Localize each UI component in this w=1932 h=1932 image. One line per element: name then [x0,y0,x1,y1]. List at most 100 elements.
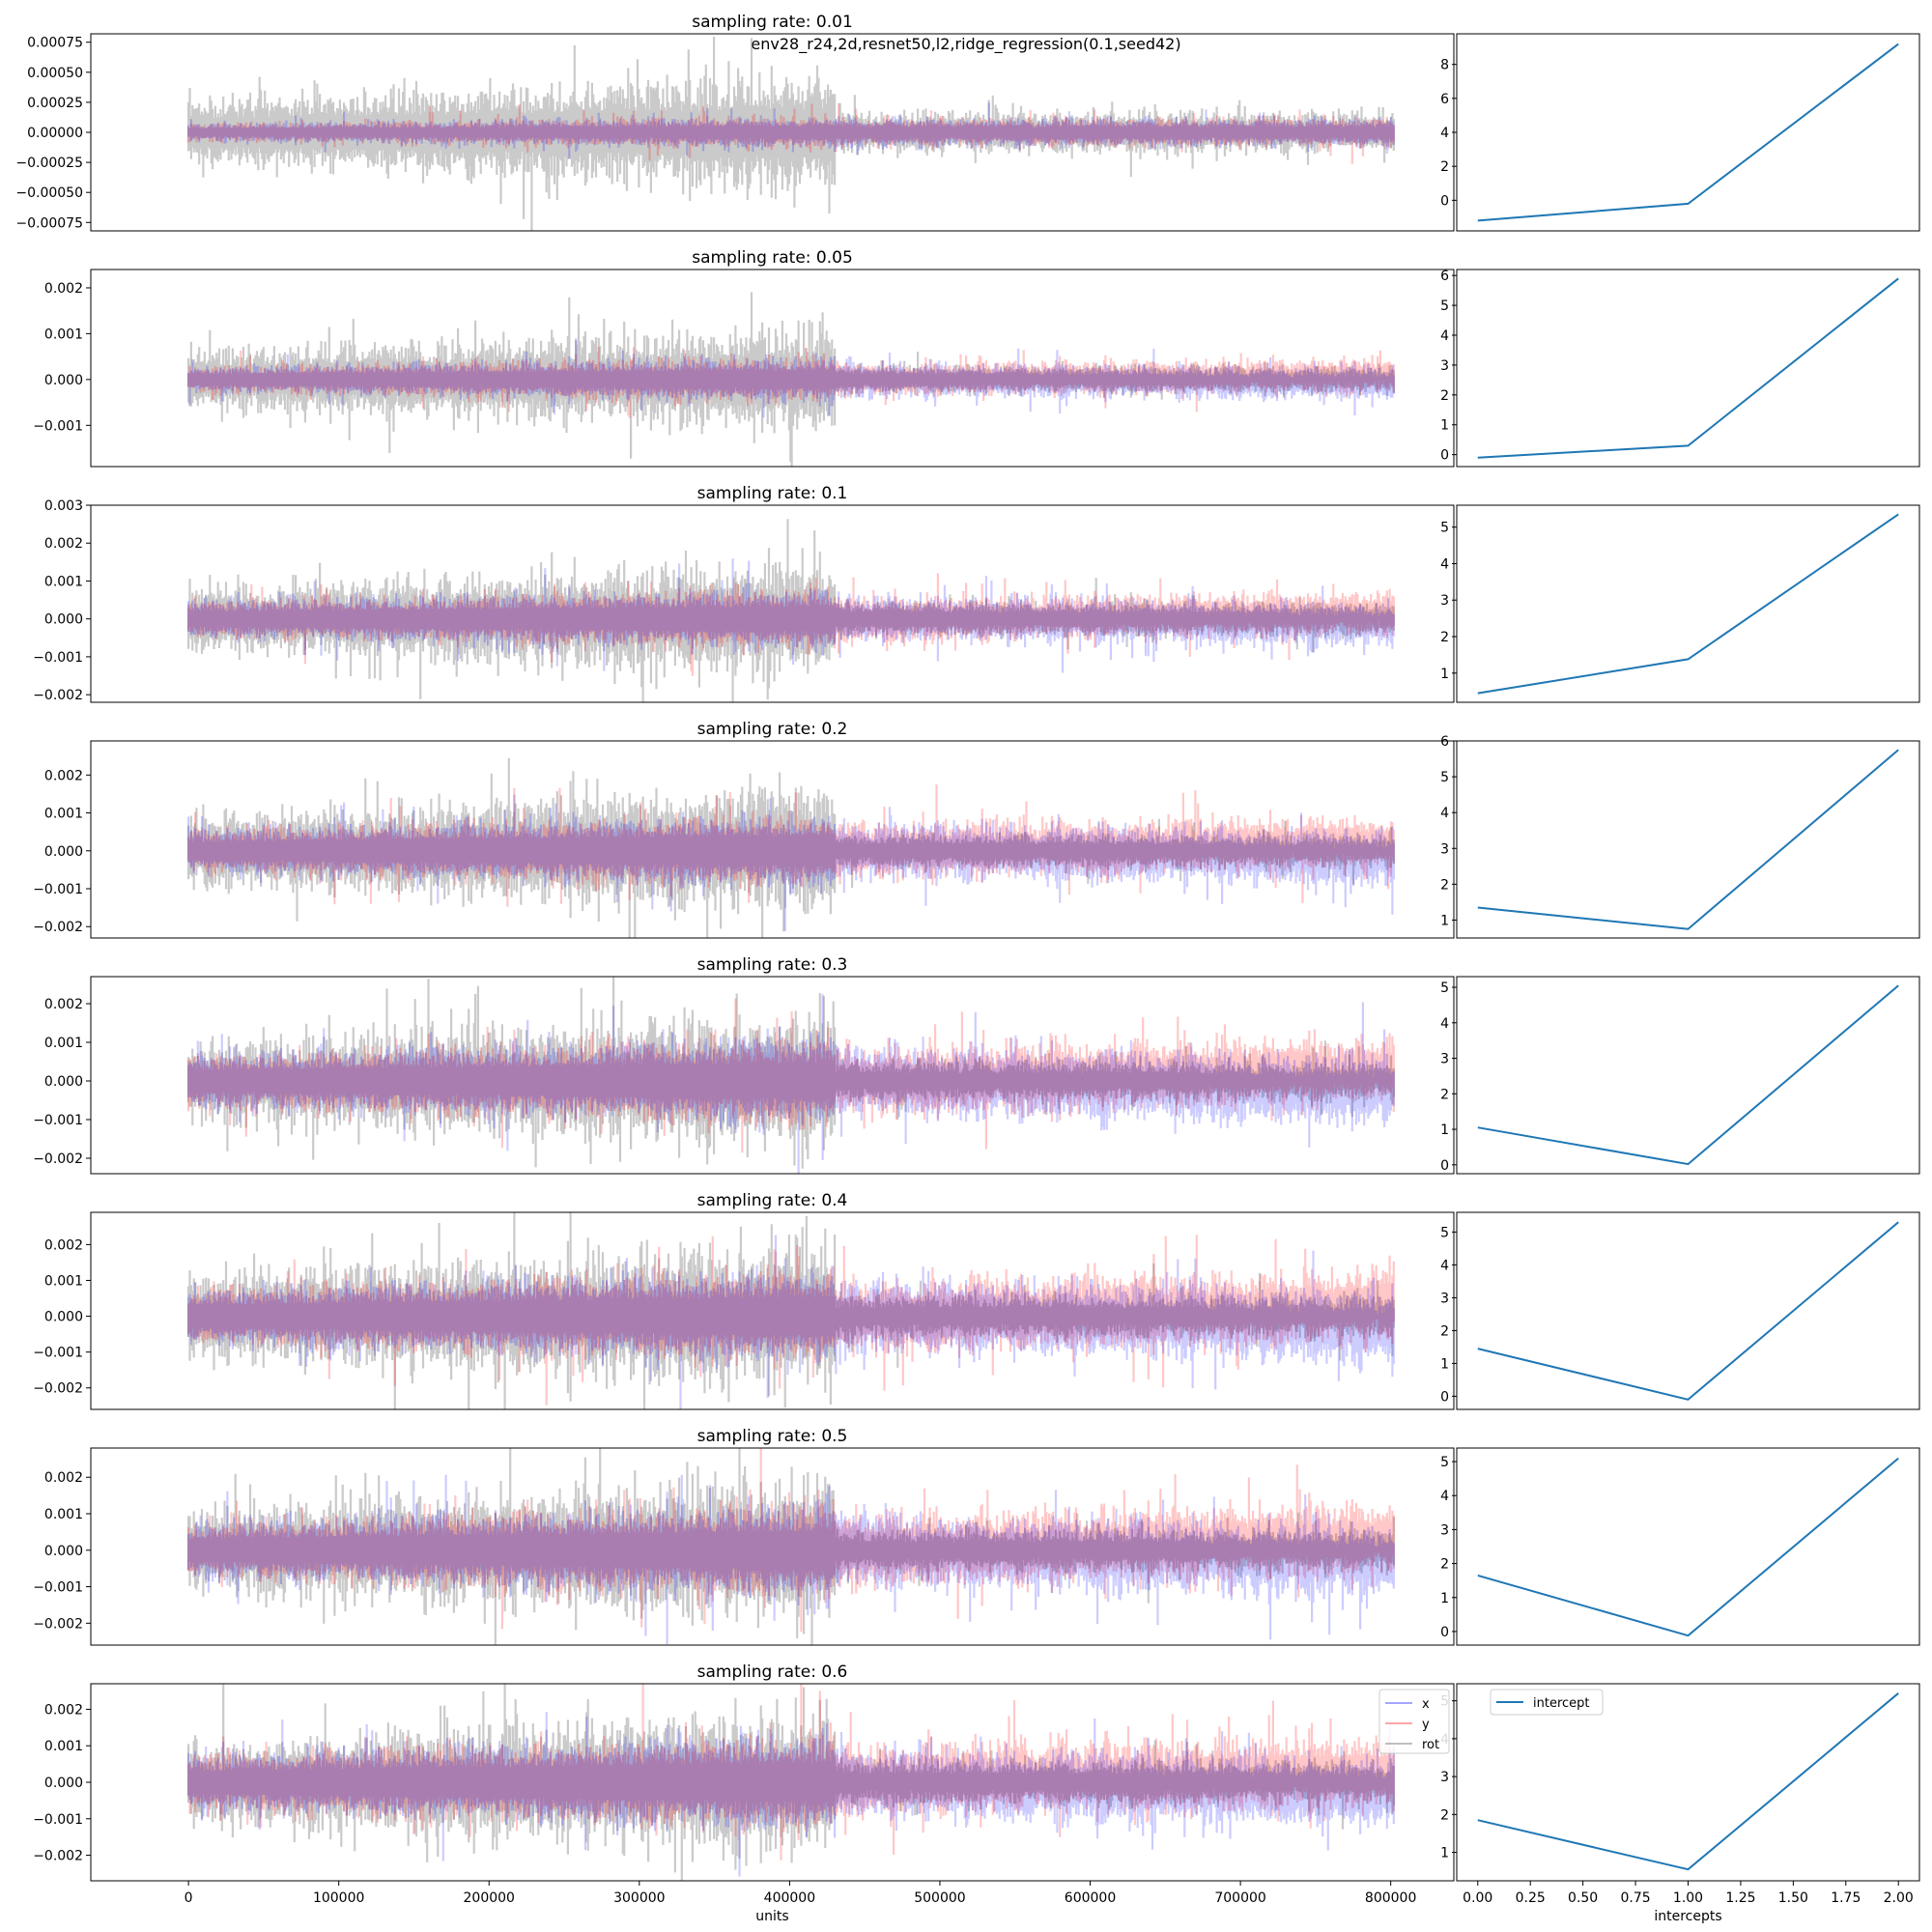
intercept-line [1477,1221,1899,1401]
y-tick-label: −0.001 [33,1580,83,1596]
side-x-tick-label: 0.50 [1568,1890,1598,1906]
legend-label-intercept: intercept [1533,1696,1590,1711]
y-tick-label: −0.001 [33,1113,83,1128]
side-y-tick-label: 5 [1440,1455,1449,1470]
main-axes-frame [90,976,1455,1175]
side-axes-frame [1456,504,1920,703]
y-tick-label: −0.001 [33,650,83,666]
y-tick-label: 0.002 [44,536,83,552]
series-x [187,1235,1395,1409]
series-group [187,519,1395,702]
side-y-tick-label: 1 [1440,1846,1449,1861]
series-y [187,347,1395,418]
y-tick-label: 0.000 [44,1544,83,1559]
y-tick-label: 0.000 [44,1776,83,1791]
panel-title: sampling rate: 0.2 [697,720,848,739]
side-y-tick-label: 3 [1440,593,1449,609]
side-y-tick-label: 1 [1440,1356,1449,1372]
x-tick-label: 600000 [1065,1890,1116,1906]
y-tick-label: 0.001 [44,1507,83,1522]
series-group [187,1684,1395,1881]
y-tick-label: 0.000 [44,1074,83,1090]
side-y-tick-label: 1 [1440,418,1449,434]
intercept-line [1477,43,1899,222]
panel-0: −0.00075 −0.00050 −0.00025 0.00000 0.00025 0.… [15,13,1920,232]
series-x [187,558,1395,673]
y-tick-label: 0.000 [44,373,83,388]
series-rot [187,36,1395,231]
y-tick-label: −0.001 [33,1346,83,1361]
side-x-tick-label: 0.75 [1620,1890,1650,1906]
x-tick-label: 700000 [1214,1890,1265,1906]
main-axes-frame [90,740,1455,939]
side-y-tick-label: 4 [1440,328,1449,344]
side-y-tick-label: 2 [1440,1087,1449,1102]
panel-title: sampling rate: 0.3 [697,955,848,975]
panel-4: −0.002 −0.001 0.000 0.001 0.002 sampling rate… [33,955,1920,1175]
side-y-tick-label: 5 [1440,770,1449,785]
series-rot [187,1212,1395,1409]
side-y-tick-label: 1 [1440,667,1449,682]
y-tick-label: −0.00025 [15,156,83,171]
side-y-tick-label: 2 [1440,159,1449,175]
side-y-tick-label: 3 [1440,358,1449,374]
series-x [187,994,1395,1174]
side-axes-frame [1456,1211,1920,1410]
panel-6: −0.002 −0.001 0.000 0.001 0.002 sampling rate… [33,1427,1920,1646]
y-tick-label: 0.002 [44,997,83,1012]
y-tick-label: −0.002 [33,1381,83,1397]
side-x-tick-label: 0.00 [1463,1890,1492,1906]
y-tick-label: 0.002 [44,768,83,783]
side-x-axis-label: intercepts [1654,1909,1721,1924]
side-y-tick-label: 8 [1440,58,1449,73]
y-tick-label: 0.002 [44,281,83,297]
side-y-tick-label: 2 [1440,877,1449,893]
side-x-tick-label: 1.00 [1673,1890,1703,1906]
side-y-tick-label: 0 [1440,1389,1449,1405]
y-tick-label: −0.002 [33,1151,83,1167]
side-y-tick-label: 0 [1440,1158,1449,1174]
panel-title: sampling rate: 0.01 [692,13,853,32]
side-y-tick-label: 5 [1440,298,1449,314]
y-tick-label: 0.000 [44,1310,83,1325]
series-x [187,794,1395,931]
panel-3: −0.002 −0.001 0.000 0.001 0.002 sampling rate… [33,720,1920,939]
side-y-tick-label: 3 [1440,1522,1449,1538]
panel-title: sampling rate: 0.4 [697,1191,848,1210]
side-x-tick-label: 1.50 [1778,1890,1808,1906]
side-y-tick-label: 1 [1440,1122,1449,1138]
series-group [187,977,1395,1174]
side-x-tick-label: 0.25 [1516,1890,1546,1906]
side-y-tick-label: 3 [1440,841,1449,857]
x-tick-label: 0 [185,1890,193,1906]
legend-label-rot: rot [1422,1738,1439,1752]
legend-box [1378,1689,1450,1754]
series-y [187,1235,1395,1406]
side-y-tick-label: 1 [1440,913,1449,928]
y-tick-label: 0.00000 [27,126,83,141]
side-x-tick-label: 2.00 [1884,1890,1914,1906]
side-y-tick-label: 3 [1440,1291,1449,1306]
side-y-tick-label: 4 [1440,1016,1449,1032]
x-tick-label: 300000 [613,1890,665,1906]
x-tick-label: 800000 [1365,1890,1416,1906]
series-x [187,102,1395,159]
y-tick-label: 0.002 [44,1702,83,1718]
y-tick-label: 0.000 [44,612,83,628]
x-axis-label: units [755,1909,788,1924]
suptitle: env28_r24,2d,resnet50,l2,ridge_regressio… [751,35,1180,54]
x-tick-label: 500000 [914,1890,965,1906]
main-axes-frame [90,269,1455,468]
series-y [187,998,1395,1153]
series-rot [187,1684,1395,1881]
panel-2: −0.002 −0.001 0.000 0.001 0.002 0.003 sampling… [33,484,1920,703]
side-y-tick-label: 2 [1440,1557,1449,1573]
y-tick-label: 0.000 [44,844,83,860]
side-axes-frame [1456,269,1920,468]
intercept-line [1477,749,1899,930]
series-rot [187,292,1395,467]
panel-title: sampling rate: 0.5 [697,1427,848,1446]
legend-side: intercept [1490,1689,1604,1716]
